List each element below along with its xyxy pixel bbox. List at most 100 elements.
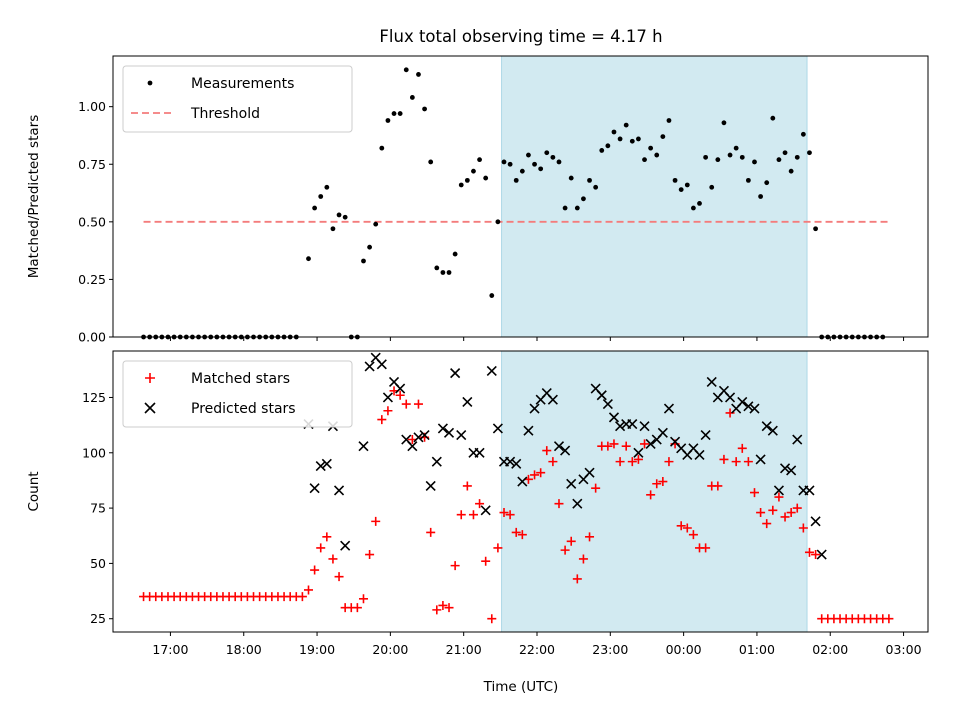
- top-y-tick-label: 0.50: [78, 214, 106, 229]
- top-series-measurements: [141, 67, 886, 340]
- predicted-star-point: [492, 423, 503, 434]
- x-tick-label: 01:00: [739, 642, 775, 657]
- predicted-star-point: [749, 403, 760, 414]
- bottom-legend: Matched stars Predicted stars: [122, 360, 353, 428]
- matched-star-point: [804, 547, 814, 557]
- top-legend: Measurements Threshold: [122, 65, 353, 133]
- predicted-star-point: [560, 445, 571, 456]
- measurement-point: [684, 182, 690, 188]
- measurement-point: [428, 159, 434, 165]
- matched-star-point: [310, 565, 320, 575]
- predicted-star-point: [804, 485, 815, 496]
- top-y-tick-label: 1.00: [78, 99, 106, 114]
- bottom-y-tick-label: 75: [90, 501, 106, 516]
- measurement-point: [379, 145, 385, 151]
- measurement-point: [391, 111, 397, 116]
- measurement-point: [434, 265, 440, 271]
- measurement-point: [532, 161, 537, 167]
- predicted-star-point: [547, 394, 558, 405]
- matched-star-point: [609, 439, 619, 449]
- predicted-star-point: [645, 438, 656, 449]
- matched-star-point: [627, 457, 637, 467]
- measurement-point: [807, 150, 812, 156]
- matched-star-point: [743, 457, 753, 467]
- x-axis-label: Time (UTC): [483, 679, 559, 695]
- matched-star-point: [328, 554, 338, 564]
- matched-star-point: [762, 519, 772, 529]
- measurement-point: [727, 152, 733, 158]
- matched-star-point: [426, 527, 436, 537]
- matched-star-point: [633, 454, 643, 464]
- measurement-point: [409, 95, 415, 100]
- predicted-star-point: [633, 447, 644, 458]
- measurement-point: [342, 214, 348, 220]
- measurement-point: [458, 182, 464, 188]
- matched-star-point: [481, 556, 491, 566]
- matched-star-point: [462, 481, 472, 491]
- predicted-star-point: [602, 399, 613, 410]
- matched-star-point: [334, 572, 344, 582]
- measurement-point: [568, 175, 574, 181]
- measurement-point: [642, 157, 647, 163]
- measurement-point: [697, 201, 702, 206]
- x-tick-label: 22:00: [519, 642, 555, 657]
- matched-star-point: [731, 457, 741, 467]
- predicted-star-point: [413, 432, 424, 443]
- bottom-y-axis-label: Count: [26, 471, 42, 511]
- chart-title: Flux total observing time = 4.17 h: [379, 27, 662, 46]
- predicted-star-point: [755, 454, 766, 465]
- matched-star-point: [468, 510, 478, 520]
- predicted-star-point: [486, 365, 497, 376]
- matched-star-point: [432, 605, 442, 615]
- x-tick-label: 17:00: [152, 642, 188, 657]
- legend-label: Measurements: [191, 76, 294, 92]
- matched-star-point: [444, 603, 454, 613]
- bottom-y-tick-label: 100: [82, 445, 106, 460]
- matched-star-point: [719, 454, 729, 464]
- predicted-star-point: [706, 376, 717, 388]
- predicted-star-point: [816, 549, 827, 560]
- matched-star-point: [768, 505, 778, 515]
- bottom-y-tick-label: 25: [90, 611, 106, 626]
- bottom-panel-counts: 25 50 75 100 125 17:00 18:00 19:00 20:00 21:00 22:…: [26, 350, 929, 657]
- measurement-point: [794, 154, 800, 160]
- top-y-tick-label: 0.75: [78, 157, 106, 172]
- predicted-star-point: [572, 498, 583, 509]
- predicted-star-point: [529, 403, 540, 414]
- measurement-point: [330, 226, 336, 232]
- top-legend-box: [122, 65, 353, 133]
- matched-star-point: [701, 543, 711, 553]
- measurement-point: [422, 106, 427, 112]
- predicted-star-point: [627, 418, 638, 430]
- predicted-star-point: [382, 392, 393, 403]
- predicted-star-point: [779, 463, 791, 474]
- measurement-point: [513, 177, 519, 183]
- measurement-point: [501, 159, 507, 165]
- measurement-point: [733, 145, 739, 151]
- measurement-point: [629, 138, 635, 144]
- matched-star-point: [749, 488, 759, 498]
- measurement-point: [672, 177, 678, 183]
- predicted-star-point: [700, 430, 711, 441]
- measurement-point: [550, 154, 556, 160]
- matched-star-point: [297, 592, 307, 602]
- matched-star-point: [554, 499, 564, 509]
- predicted-star-point: [792, 434, 803, 445]
- measurement-point: [526, 152, 531, 158]
- matched-star-point: [780, 512, 790, 522]
- predicted-star-point: [566, 478, 577, 489]
- measurement-point: [703, 154, 709, 160]
- predicted-star-point: [584, 467, 595, 478]
- matched-star-point: [676, 521, 686, 531]
- matched-star-point: [511, 527, 521, 537]
- measurement-point: [758, 194, 764, 199]
- matched-star-point: [371, 516, 381, 526]
- measurement-point: [581, 196, 586, 202]
- matched-star-point: [493, 543, 503, 553]
- matched-star-point: [811, 550, 821, 560]
- predicted-star-point: [425, 480, 436, 492]
- legend-label: Matched stars: [191, 371, 290, 387]
- measurement-point: [800, 131, 806, 137]
- matched-star-point: [322, 532, 332, 542]
- predicted-star-point: [480, 505, 491, 516]
